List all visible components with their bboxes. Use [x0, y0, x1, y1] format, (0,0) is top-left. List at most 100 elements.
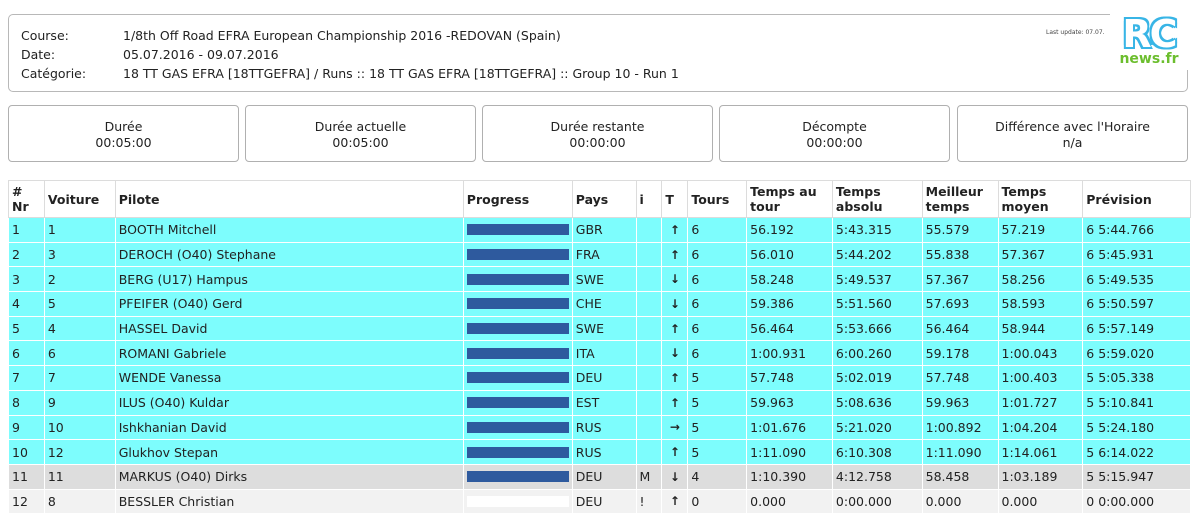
lap-time-cell: 56.192 [746, 217, 833, 243]
laps-cell: 6 [687, 340, 748, 367]
category-label: Catégorie: [21, 66, 87, 81]
car-number-cell: 6 [43, 340, 116, 367]
pilot-name-cell: BOOTH Mitchell [114, 217, 464, 243]
laps-cell: 6 [687, 315, 748, 342]
progress-bar [466, 323, 569, 335]
col-header-best-time[interactable]: Meilleur temps [921, 180, 999, 218]
progress-cell [462, 241, 573, 268]
info-flag-cell [635, 315, 663, 342]
col-header-country[interactable]: Pays [571, 180, 637, 218]
car-number-cell: 2 [43, 266, 116, 293]
lap-time-cell: 58.248 [746, 266, 833, 293]
forecast-cell: 0 0:00.000 [1082, 488, 1191, 515]
progress-bar [466, 471, 569, 483]
country-cell: DEU [571, 488, 637, 515]
logo-rc-text: RC [1122, 12, 1177, 56]
col-header-info[interactable]: i [635, 180, 663, 218]
table-row[interactable]: 10 12 Glukhov Stepan RUS ↑ 5 1:11.090 6:10.308 1… [8, 439, 1191, 465]
table-row[interactable]: 4 5 PFEIFER (O40) Gerd CHE ↓ 6 59.386 5:51.560 5… [8, 291, 1191, 317]
position-cell: 9 [8, 414, 45, 441]
best-time-cell: 56.464 [921, 315, 999, 342]
col-header-lap-time[interactable]: Temps au tour [746, 180, 833, 218]
col-header-pilot[interactable]: Pilote [114, 180, 464, 218]
pilot-name-cell: MARKUS (O40) Dirks [114, 463, 464, 490]
timer-label: Différence avec l'Horaire [995, 119, 1150, 134]
last-update-label: Last update: 07.07. [1046, 29, 1105, 36]
best-time-cell: 55.838 [921, 241, 999, 268]
table-row[interactable]: 5 4 HASSEL David SWE ↑ 6 56.464 5:53.666 56.464 5… [8, 315, 1191, 342]
rcnews-logo: RC news.fr [1110, 14, 1188, 70]
lap-time-cell: 1:11.090 [746, 439, 833, 465]
progress-cell [462, 340, 573, 367]
col-header-laps[interactable]: Tours [687, 180, 748, 218]
position-cell: 4 [8, 291, 45, 317]
country-cell: GBR [571, 217, 637, 243]
absolute-time-cell: 5:44.202 [831, 241, 923, 268]
col-header-forecast[interactable]: Prévision [1082, 180, 1191, 218]
forecast-cell: 6 5:57.149 [1082, 315, 1191, 342]
trend-arrow-icon: → [661, 414, 689, 441]
table-row[interactable]: 8 9 ILUS (O40) Kuldar EST ↑ 5 59.963 5:08.636 59… [8, 389, 1191, 416]
average-time-cell: 1:03.189 [997, 463, 1084, 490]
pilot-name-cell: ILUS (O40) Kuldar [114, 389, 464, 416]
position-cell: 10 [8, 439, 45, 465]
country-cell: DEU [571, 463, 637, 490]
table-row[interactable]: 3 2 BERG (U17) Hampus SWE ↓ 6 58.248 5:49.537 57… [8, 266, 1191, 293]
info-flag-cell [635, 241, 663, 268]
best-time-cell: 57.693 [921, 291, 999, 317]
info-flag-cell [635, 291, 663, 317]
best-time-cell: 59.963 [921, 389, 999, 416]
timer-label: Durée [104, 119, 143, 134]
table-row[interactable]: 12 8 BESSLER Christian DEU! ↑ 0 0.000 0:00.000 0… [8, 488, 1191, 515]
position-cell: 11 [8, 463, 45, 490]
pilot-name-cell: WENDE Vanessa [114, 365, 464, 391]
col-header-trend[interactable]: T [661, 180, 689, 218]
info-flag-cell [635, 217, 663, 243]
trend-arrow-icon: ↑ [661, 389, 689, 416]
best-time-cell: 1:00.892 [921, 414, 999, 441]
table-row[interactable]: 6 6 ROMANI Gabriele ITA ↓ 6 1:00.931 6:00.260 59… [8, 340, 1191, 367]
progress-cell [462, 389, 573, 416]
col-header-nr[interactable]: # Nr [8, 180, 45, 218]
col-header-absolute-time[interactable]: Temps absolu [831, 180, 923, 218]
timer-duration: Durée 00:05:00 [8, 105, 239, 162]
laps-cell: 6 [687, 217, 748, 243]
best-time-cell: 57.748 [921, 365, 999, 391]
progress-bar [466, 372, 569, 384]
absolute-time-cell: 5:43.315 [831, 217, 923, 243]
col-header-average-time[interactable]: Temps moyen [997, 180, 1084, 218]
position-cell: 1 [8, 217, 45, 243]
table-row[interactable]: 1 1 BOOTH Mitchell GBR ↑ 6 56.192 5:43.315 55.57… [8, 217, 1191, 243]
table-row[interactable]: 2 3 DEROCH (O40) Stephane FRA ↑ 6 56.010 5:44.2… [8, 241, 1191, 268]
table-row[interactable]: 9 10 Ishkhanian David RUS → 5 1:01.676 5:21.020… [8, 414, 1191, 441]
laps-cell: 6 [687, 241, 748, 268]
results-body: 1 1 BOOTH Mitchell GBR ↑ 6 56.192 5:43.315 55.57… [8, 217, 1191, 515]
absolute-time-cell: 5:21.020 [831, 414, 923, 441]
info-flag-cell: ! [635, 488, 663, 515]
average-time-cell: 1:00.043 [997, 340, 1084, 367]
position-cell: 5 [8, 315, 45, 342]
best-time-cell: 57.367 [921, 266, 999, 293]
table-row[interactable]: 7 7 WENDE Vanessa DEU ↑ 5 57.748 5:02.019 57.748… [8, 365, 1191, 391]
timer-value: 00:00:00 [569, 135, 626, 150]
lap-time-cell: 59.386 [746, 291, 833, 317]
col-header-car[interactable]: Voiture [43, 180, 116, 218]
progress-cell [462, 439, 573, 465]
date-row: Date: 05.07.2016 - 09.07.2016 [21, 47, 279, 62]
forecast-cell: 6 5:50.597 [1082, 291, 1191, 317]
forecast-cell: 6 5:59.020 [1082, 340, 1191, 367]
country-cell: SWE [571, 266, 637, 293]
progress-cell [462, 217, 573, 243]
timer-current-duration: Durée actuelle 00:05:00 [245, 105, 476, 162]
trend-arrow-icon: ↓ [661, 266, 689, 293]
trend-arrow-icon: ↓ [661, 340, 689, 367]
table-header-row: # Nr Voiture Pilote Progress Pays i T To… [8, 180, 1191, 218]
timer-value: 00:00:00 [806, 135, 863, 150]
car-number-cell: 7 [43, 365, 116, 391]
table-row[interactable]: 11 11 MARKUS (O40) Dirks DEU M ↓ 4 1:10.390 4:12… [8, 463, 1191, 490]
col-header-progress[interactable]: Progress [462, 180, 573, 218]
forecast-cell: 5 6:14.022 [1082, 439, 1191, 465]
trend-arrow-icon: ↑ [661, 315, 689, 342]
timer-value: 00:05:00 [332, 135, 389, 150]
laps-cell: 5 [687, 365, 748, 391]
